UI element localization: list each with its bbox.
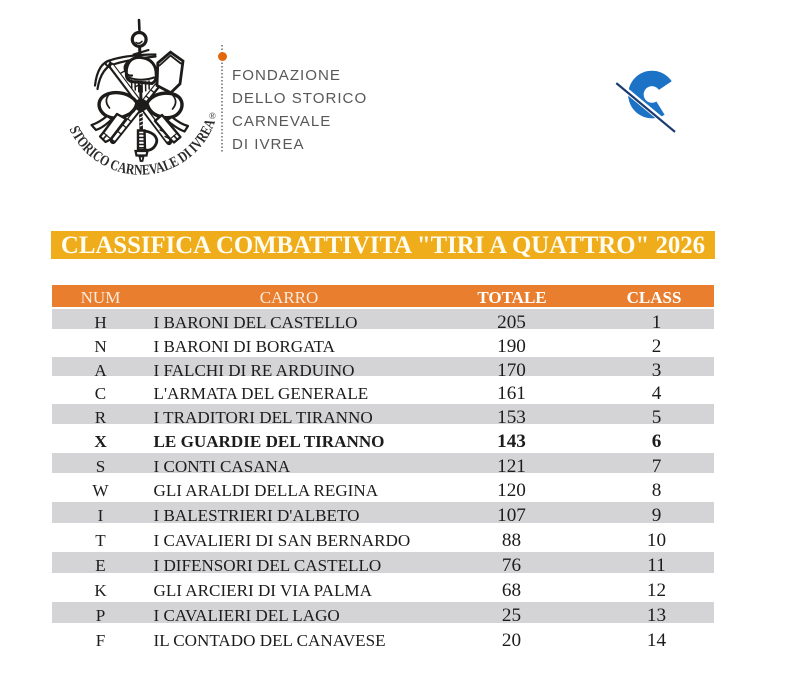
svg-text:®: ® [209,111,216,121]
